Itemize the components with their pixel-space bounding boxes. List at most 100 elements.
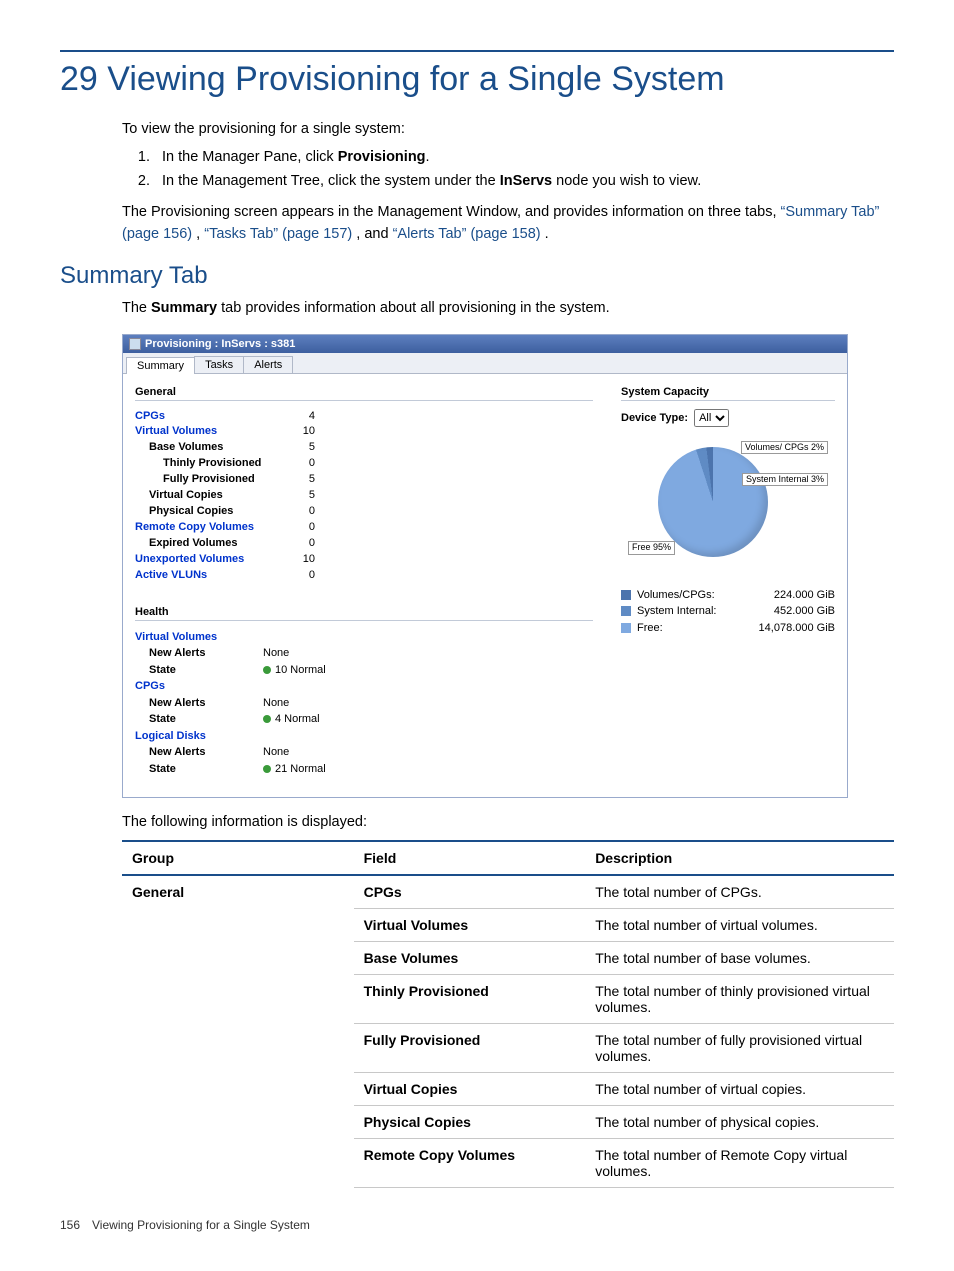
cell-group	[122, 1073, 354, 1106]
general-row-value: 10	[303, 424, 315, 440]
general-row: Fully Provisioned 5	[135, 472, 315, 488]
general-row[interactable]: CPGs4	[135, 409, 315, 425]
step-1-pre: In the Manager Pane, click	[162, 149, 338, 165]
general-row: Virtual Copies5	[135, 488, 315, 504]
general-row-value: 0	[309, 520, 315, 536]
capacity-header: System Capacity	[621, 384, 835, 401]
table-row: Thinly ProvisionedThe total number of th…	[122, 975, 894, 1024]
general-row-label: Physical Copies	[135, 504, 233, 520]
window-icon	[129, 338, 141, 350]
table-row: Virtual CopiesThe total number of virtua…	[122, 1073, 894, 1106]
cell-group	[122, 909, 354, 942]
legend-value: 452.000 GiB	[774, 603, 835, 620]
cell-field: CPGs	[354, 875, 586, 909]
general-row-value: 5	[309, 472, 315, 488]
general-row-label: Virtual Volumes	[135, 424, 217, 440]
cell-field: Virtual Copies	[354, 1073, 586, 1106]
intro-text: To view the provisioning for a single sy…	[122, 119, 894, 141]
health-state-label: State	[135, 711, 263, 728]
general-row[interactable]: Remote Copy Volumes 0	[135, 520, 315, 536]
health-new-alerts-value: None	[263, 695, 289, 712]
legend-value: 224.000 GiB	[774, 587, 835, 604]
general-row-label: Fully Provisioned	[135, 472, 255, 488]
legend-label: Free:	[637, 620, 663, 637]
status-dot-icon	[263, 715, 271, 723]
health-group-title[interactable]: CPGs	[135, 678, 263, 695]
health-new-alerts-label: New Alerts	[135, 744, 263, 761]
th-group: Group	[122, 841, 354, 875]
legend-swatch	[621, 590, 631, 600]
health-row: New AlertsNone	[135, 695, 593, 712]
general-row: Physical Copies 0	[135, 504, 315, 520]
table-row: Base VolumesThe total number of base vol…	[122, 942, 894, 975]
step-1-post: .	[426, 149, 430, 165]
cell-field: Thinly Provisioned	[354, 975, 586, 1024]
general-row[interactable]: Unexported Volumes10	[135, 552, 315, 568]
general-row-label: Expired Volumes	[135, 536, 237, 552]
step-2: In the Management Tree, click the system…	[154, 171, 894, 193]
status-dot-icon	[263, 765, 271, 773]
tab-tasks[interactable]: Tasks	[194, 356, 244, 373]
table-row: Remote Copy VolumesThe total number of R…	[122, 1139, 894, 1188]
cell-desc: The total number of CPGs.	[585, 875, 894, 909]
general-row-label: Base Volumes	[135, 440, 223, 456]
chapter-title: 29 Viewing Provisioning for a Single Sys…	[60, 60, 894, 99]
tab-strip: Summary Tasks Alerts	[123, 353, 847, 374]
health-state-value: 21 Normal	[263, 761, 326, 778]
step-1: In the Manager Pane, click Provisioning.	[154, 147, 894, 169]
general-row-label: CPGs	[135, 409, 165, 425]
tab-alerts[interactable]: Alerts	[243, 356, 293, 373]
health-group-title[interactable]: Logical Disks	[135, 728, 263, 745]
general-header: General	[135, 384, 593, 401]
health-group-title[interactable]: Virtual Volumes	[135, 629, 263, 646]
general-row-label: Remote Copy Volumes	[135, 520, 254, 536]
table-row: Fully ProvisionedThe total number of ful…	[122, 1024, 894, 1073]
sep1: ,	[192, 226, 204, 242]
health-new-alerts-value: None	[263, 744, 289, 761]
general-row-label: Unexported Volumes	[135, 552, 244, 568]
capacity-legend: Volumes/CPGs:224.000 GiBSystem Internal:…	[621, 587, 835, 637]
cell-group	[122, 1024, 354, 1073]
table-row: Physical CopiesThe total number of physi…	[122, 1106, 894, 1139]
cell-desc: The total number of fully provisioned vi…	[585, 1024, 894, 1073]
device-type-label: Device Type:	[621, 412, 688, 424]
cell-desc: The total number of thinly provisioned v…	[585, 975, 894, 1024]
summary-para: The Summary tab provides information abo…	[122, 298, 894, 320]
general-row[interactable]: Virtual Volumes 10	[135, 424, 315, 440]
health-new-alerts-label: New Alerts	[135, 695, 263, 712]
cell-desc: The total number of base volumes.	[585, 942, 894, 975]
tab-summary[interactable]: Summary	[126, 357, 195, 374]
general-row-value: 0	[309, 504, 315, 520]
link-alerts-tab[interactable]: “Alerts Tab” (page 158)	[393, 226, 541, 242]
th-field: Field	[354, 841, 586, 875]
cell-group: General	[122, 875, 354, 909]
general-row-value: 0	[309, 568, 315, 584]
following-info: The following information is displayed:	[122, 812, 894, 834]
summary-para-pre: The	[122, 300, 151, 316]
general-row-value: 0	[309, 536, 315, 552]
legend-swatch	[621, 606, 631, 616]
cell-field: Remote Copy Volumes	[354, 1139, 586, 1188]
cell-desc: The total number of Remote Copy virtual …	[585, 1139, 894, 1188]
cell-field: Physical Copies	[354, 1106, 586, 1139]
section-title: Summary Tab	[60, 262, 894, 290]
general-row-value: 0	[309, 456, 315, 472]
general-row[interactable]: Active VLUNs0	[135, 568, 315, 584]
health-header: Health	[135, 604, 593, 621]
fields-table: Group Field Description GeneralCPGsThe t…	[122, 840, 894, 1188]
health-state-label: State	[135, 662, 263, 679]
health-state-label: State	[135, 761, 263, 778]
sep2: , and	[352, 226, 392, 242]
table-row: Virtual VolumesThe total number of virtu…	[122, 909, 894, 942]
general-row-value: 5	[309, 440, 315, 456]
general-row-label: Virtual Copies	[135, 488, 223, 504]
health-state-value: 4 Normal	[263, 711, 320, 728]
device-type-select[interactable]: All	[694, 409, 729, 427]
cell-group	[122, 1139, 354, 1188]
link-tasks-tab[interactable]: “Tasks Tab” (page 157)	[204, 226, 352, 242]
health-row: State21 Normal	[135, 761, 593, 778]
capacity-pie: Volumes/ CPGs 2% System Internal 3% Free…	[628, 437, 828, 577]
table-row: GeneralCPGsThe total number of CPGs.	[122, 875, 894, 909]
window-title: Provisioning : InServs : s381	[145, 338, 295, 350]
screenshot-panel: Provisioning : InServs : s381 Summary Ta…	[122, 334, 848, 799]
